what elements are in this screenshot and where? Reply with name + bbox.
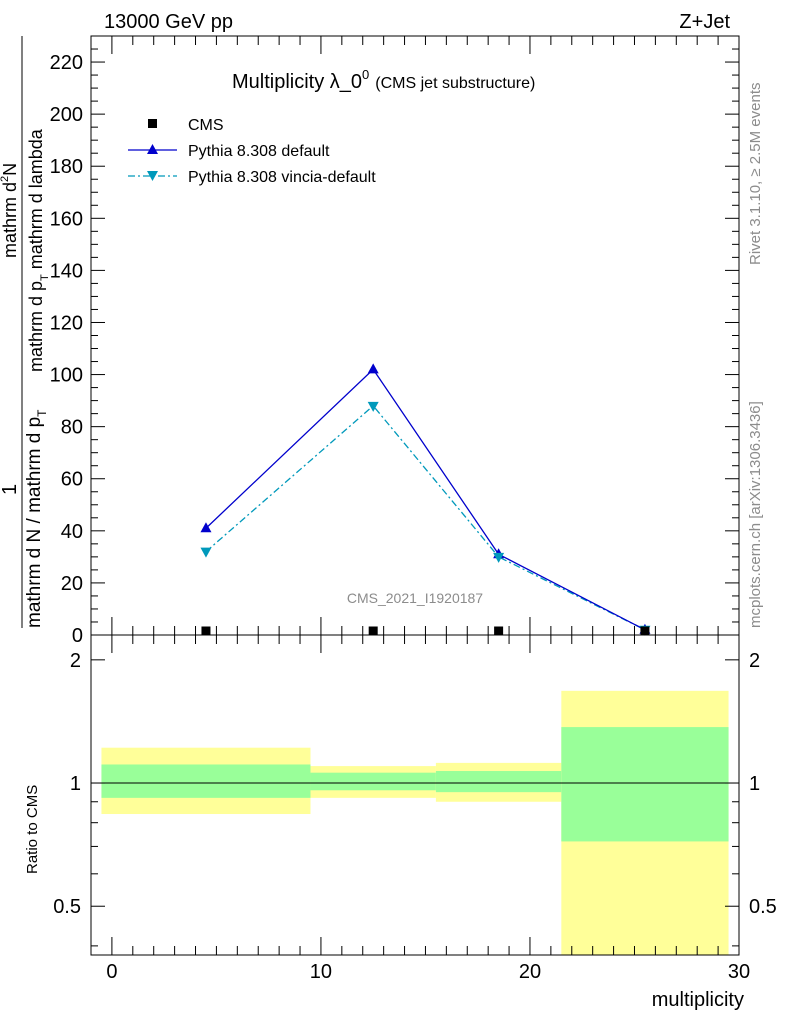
- point-cms: [201, 626, 211, 636]
- main-plot: 0 20 40 60 80 100 120 140 160 180 200 220 Multiplic…: [50, 35, 740, 647]
- header-left-label: 13000 GeV pp: [104, 11, 233, 33]
- legend-marker-pythia-default: [147, 144, 158, 154]
- point-cms: [494, 626, 504, 636]
- main-y-tick-label: 140: [50, 260, 83, 282]
- point-pythia-vincia: [493, 552, 505, 563]
- main-y-tick-label: 160: [50, 208, 83, 230]
- ratio-bands-layer: [101, 690, 729, 955]
- y-label-deriv-top: mathrm d2N: [0, 163, 20, 258]
- ratio-band-inner: [435, 771, 562, 793]
- y-label-deriv-bottom: mathrm d pT mathrm d lambda: [26, 128, 51, 372]
- y-label-denominator-sub: T: [35, 409, 49, 417]
- mcplots-label: mcplots.cern.ch [arXiv:1306.3436]: [747, 401, 764, 628]
- ratio-band-inner: [561, 727, 729, 842]
- ratio-plot: 0.5 0.5 1 1 2 2 0 10 20 30 Ratio to CMS multipli…: [24, 634, 777, 1011]
- ratio-band-inner: [101, 764, 311, 798]
- legend-marker-cms: [148, 119, 157, 128]
- y-label-denominator-main: mathrm d N / mathrm d p: [24, 417, 45, 628]
- y-label-deriv-bottom-end: mathrm d lambda: [26, 128, 46, 274]
- ratio-x-tick-label: 10: [310, 961, 332, 983]
- y-label-deriv-bottom-sub: T: [39, 274, 51, 281]
- y-label-deriv-top-main: mathrm d: [0, 182, 20, 258]
- main-y-tick-label: 100: [50, 365, 83, 387]
- point-pythia-default: [367, 363, 379, 374]
- chart-title-main: Multiplicity λ_0: [232, 71, 362, 93]
- main-y-tick-label: 220: [50, 52, 83, 74]
- main-y-tick-label: 180: [50, 156, 83, 178]
- chart-title-sub: (CMS jet substructure): [375, 75, 535, 92]
- ratio-y-tick-label-left: 2: [70, 650, 81, 672]
- ratio-band-inner: [310, 772, 436, 791]
- ratio-x-tick-label: 20: [519, 961, 541, 983]
- point-cms: [640, 626, 650, 636]
- ratio-y-axis: 0.5 0.5 1 1 2 2: [53, 650, 777, 947]
- main-y-axis: 0 20 40 60 80 100 120 140 160 180 200 220: [50, 35, 739, 647]
- main-y-tick-label: 80: [61, 417, 83, 439]
- x-axis-label: multiplicity: [652, 989, 744, 1011]
- legend: CMS Pythia 8.308 default Pythia 8.308 vi…: [128, 117, 376, 186]
- y-label-deriv-top-sup: 2: [0, 176, 11, 182]
- point-pythia-vincia: [200, 547, 212, 558]
- header-right-label: Z+Jet: [679, 11, 730, 33]
- series-line-pythia-default: [205, 368, 646, 631]
- ratio-plot-frame: [90, 634, 740, 956]
- legend-marker-pythia-vincia: [147, 171, 158, 181]
- main-x-ticks: [90, 36, 740, 635]
- ratio-y-tick-label-left: 1: [70, 773, 81, 795]
- y-label-denominator: mathrm d N / mathrm d pT: [24, 409, 49, 628]
- chart-title-sup: 0: [362, 67, 369, 82]
- main-y-axis-label: 1 mathrm d N / mathrm d pT mathrm d2N ma…: [0, 36, 51, 628]
- main-series-layer: [200, 363, 651, 636]
- ratio-y-tick-label-left: 0.5: [53, 896, 81, 918]
- point-pythia-default: [200, 522, 212, 533]
- chart-title: Multiplicity λ_00 (CMS jet substructure): [232, 67, 535, 93]
- ratio-y-tick-label-right: 0.5: [749, 896, 777, 918]
- ratio-x-tick-label: 30: [728, 961, 750, 983]
- rivet-version-label: Rivet 3.1.10, ≥ 2.5M events: [747, 83, 764, 266]
- main-y-tick-label: 60: [61, 469, 83, 491]
- legend-label-pythia-vincia: Pythia 8.308 vincia-default: [188, 169, 376, 186]
- main-y-tick-label: 200: [50, 104, 83, 126]
- analysis-watermark: CMS_2021_I1920187: [347, 590, 483, 606]
- ratio-y-tick-label-right: 1: [749, 773, 760, 795]
- series-line-pythia-vincia: [205, 404, 646, 631]
- y-label-deriv-bottom-main: mathrm d p: [26, 281, 46, 372]
- main-y-tick-label: 0: [72, 625, 83, 647]
- main-y-tick-label: 40: [61, 521, 83, 543]
- main-y-tick-label: 20: [61, 573, 83, 595]
- ratio-x-tick-label: 0: [106, 961, 117, 983]
- point-cms: [368, 626, 378, 636]
- legend-label-pythia-default: Pythia 8.308 default: [188, 143, 330, 160]
- main-y-tick-label: 120: [50, 312, 83, 334]
- y-label-deriv-top-end: N: [0, 163, 20, 176]
- ratio-y-axis-label: Ratio to CMS: [24, 785, 41, 874]
- y-label-one: 1: [0, 484, 21, 495]
- ratio-y-tick-label-right: 2: [749, 650, 760, 672]
- ratio-x-axis: 0 10 20 30: [90, 635, 750, 983]
- legend-label-cms: CMS: [188, 117, 224, 134]
- point-pythia-vincia: [367, 401, 379, 412]
